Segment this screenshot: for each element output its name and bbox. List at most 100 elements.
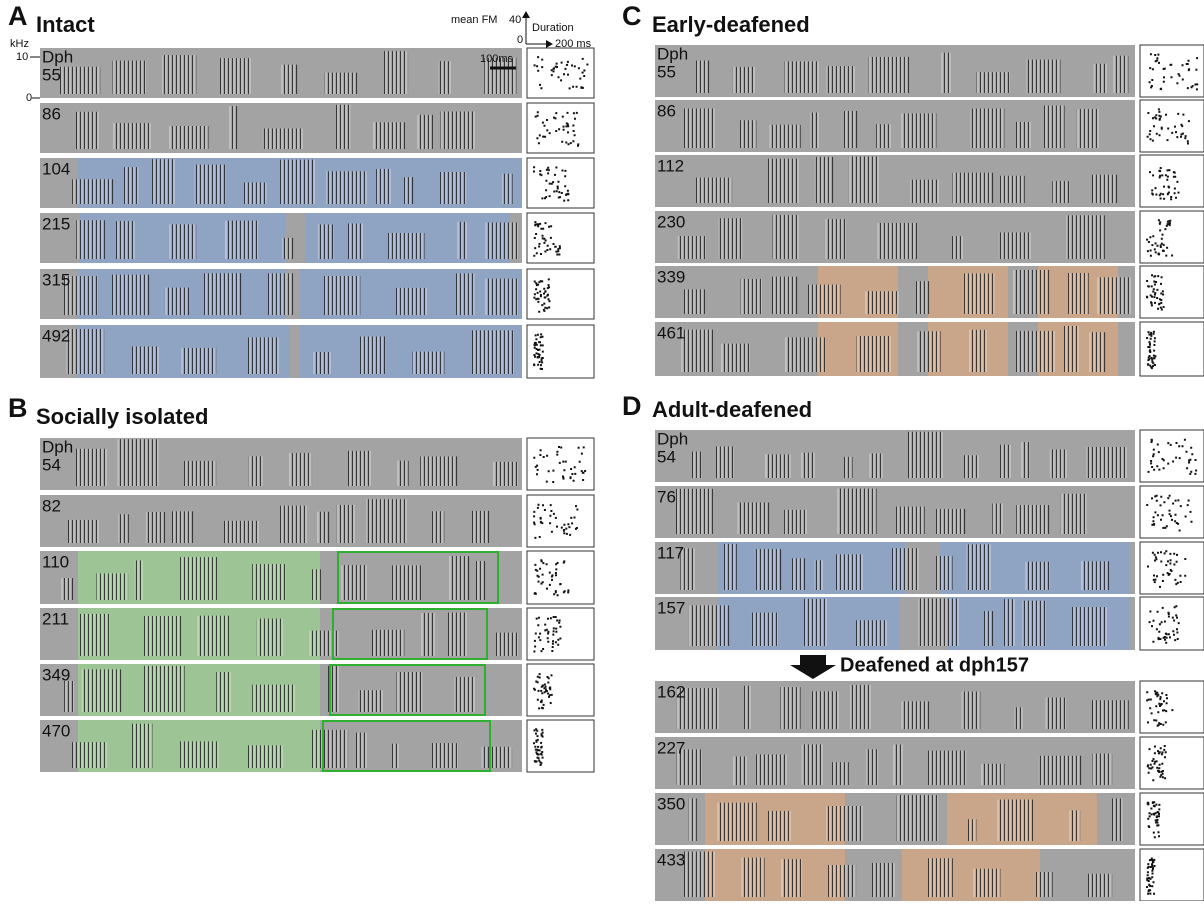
syllable	[721, 343, 750, 372]
syllable	[868, 453, 883, 478]
syllable	[75, 448, 108, 486]
syllable	[66, 328, 105, 374]
syllable	[732, 66, 755, 93]
syllable	[359, 336, 386, 374]
syllable	[202, 273, 242, 315]
motif-box	[329, 664, 486, 716]
syllable	[485, 222, 518, 259]
syllable	[485, 278, 518, 315]
syllable	[312, 352, 332, 374]
scatter-dots	[533, 673, 553, 710]
spectrogram	[655, 486, 1135, 538]
syllable	[309, 630, 339, 656]
syllable	[161, 55, 197, 94]
scatter-box	[526, 102, 595, 154]
annotation: Deafened at dph157	[840, 654, 1029, 676]
syllable	[178, 557, 218, 600]
syllable	[96, 573, 129, 600]
syllable	[252, 684, 295, 712]
syllable	[963, 455, 979, 478]
syllable	[112, 60, 147, 94]
dph-value: 349	[42, 665, 70, 684]
syllable	[694, 177, 733, 203]
fm-min: 0	[517, 34, 523, 46]
syllable	[910, 179, 940, 203]
syllable	[131, 346, 159, 374]
syllable	[926, 858, 953, 897]
syllable	[848, 156, 880, 203]
scatter-dots	[1146, 330, 1157, 370]
syllable	[717, 802, 757, 841]
syllable	[180, 347, 217, 374]
syllable	[997, 799, 1034, 841]
syllable	[876, 124, 891, 148]
scatter-box	[526, 268, 595, 320]
syllable	[164, 287, 189, 315]
syllable	[67, 519, 100, 543]
duration-label: Duration	[532, 22, 574, 34]
scatter-box	[526, 550, 595, 605]
syllable	[1113, 55, 1129, 93]
syllable	[740, 278, 763, 314]
syllable	[1016, 505, 1050, 534]
syllable	[347, 223, 364, 259]
syllable	[803, 598, 828, 646]
syllable	[688, 605, 730, 646]
syllable	[326, 665, 340, 712]
dph-value: 230	[657, 212, 685, 231]
syllable	[282, 237, 294, 259]
syllable	[866, 749, 879, 785]
syllable	[373, 122, 405, 149]
syllable	[934, 555, 953, 590]
syllable	[310, 729, 349, 768]
syllable	[358, 690, 384, 712]
syllable	[927, 750, 967, 785]
syllable	[742, 685, 752, 729]
syllable	[824, 219, 846, 259]
syllable	[397, 460, 409, 486]
syllable	[767, 810, 793, 841]
scatter-box	[526, 663, 595, 717]
syllable	[849, 684, 872, 729]
syllable	[431, 743, 458, 768]
dph-value: 350	[657, 794, 685, 813]
syllable	[118, 514, 129, 543]
scatter-box	[526, 324, 595, 379]
dph-value: 117	[657, 543, 684, 562]
scatter-box	[526, 47, 595, 99]
scatter-box	[526, 157, 595, 209]
scatter-dots	[1148, 605, 1180, 644]
deafen-arrow	[790, 655, 836, 679]
syllable	[76, 220, 105, 259]
syllable	[131, 723, 153, 768]
syllable	[1110, 798, 1123, 841]
syllable	[145, 512, 165, 543]
syllable	[865, 291, 900, 314]
syllable	[970, 108, 1005, 148]
syllable	[683, 851, 716, 897]
scatter-dots	[533, 728, 544, 766]
syllable	[117, 439, 159, 486]
syllable	[484, 57, 517, 94]
syllable	[895, 506, 925, 534]
syllable	[737, 502, 770, 534]
syllable	[412, 351, 445, 374]
syllable	[831, 762, 849, 785]
syllable	[78, 613, 110, 656]
syllable	[151, 159, 176, 204]
syllable	[72, 179, 114, 204]
syllable	[1038, 755, 1082, 785]
syllable	[376, 168, 392, 204]
panel-title: Adult-deafened	[652, 397, 812, 422]
syllable	[999, 444, 1011, 478]
scatter-box	[1139, 485, 1204, 539]
syllable	[169, 126, 209, 149]
dph-label: Dph	[42, 437, 73, 456]
syllable	[1026, 59, 1061, 93]
syllable	[1021, 442, 1030, 478]
dph-value: 86	[42, 104, 61, 123]
syllable	[807, 284, 841, 314]
scatter-box	[1139, 596, 1204, 651]
syllable	[248, 456, 263, 486]
